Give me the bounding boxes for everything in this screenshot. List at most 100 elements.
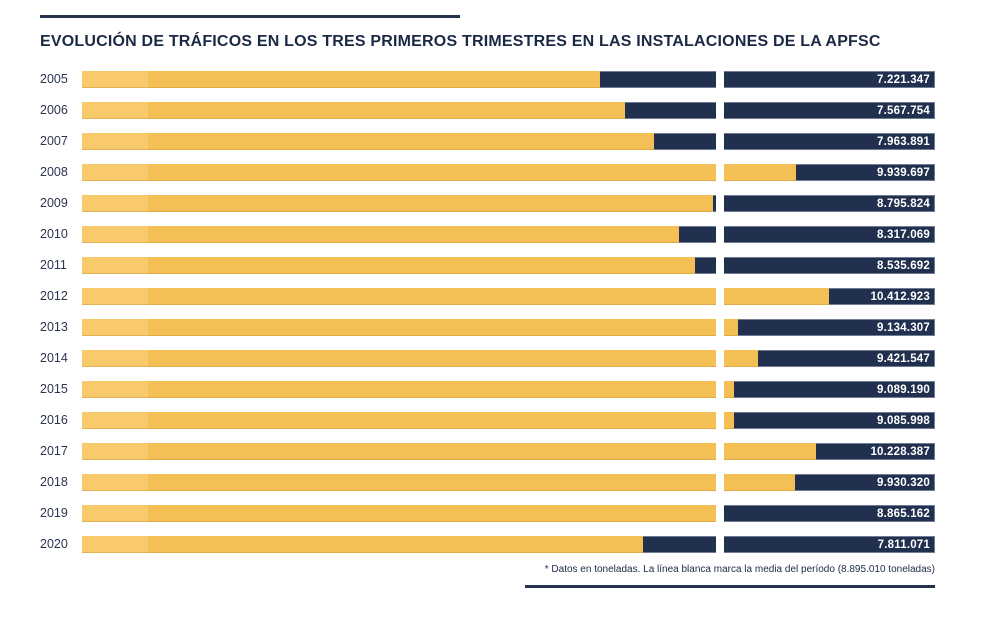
traffic-bar [82,195,714,212]
value-label: 9.421.547 [877,352,930,365]
traffic-bar [82,443,817,460]
year-label: 2020 [40,537,68,551]
bar-track: 9.930.320 [82,473,935,492]
bar-row: 2006 7.567.754 [40,101,935,120]
mean-line-marker [716,194,725,213]
bar-track: 9.421.547 [82,349,935,368]
bar-track: 8.865.162 [82,504,935,523]
value-label: 9.134.307 [877,321,930,334]
value-label: 7.221.347 [877,73,930,86]
bar-track: 10.228.387 [82,442,935,461]
year-label: 2011 [40,258,67,272]
year-label: 2017 [40,444,68,458]
bar-track: 7.221.347 [82,70,935,89]
year-label: 2015 [40,382,68,396]
year-label: 2010 [40,227,68,241]
traffic-bar [82,505,719,522]
traffic-bar [82,350,759,367]
traffic-bar [82,288,830,305]
bar-row: 2007 7.963.891 [40,132,935,151]
bar-track: 7.567.754 [82,101,935,120]
chart-title: EVOLUCIÓN DE TRÁFICOS EN LOS TRES PRIMER… [40,33,881,50]
mean-line-marker [716,380,725,399]
bar-row: 2013 9.134.307 [40,318,935,337]
mean-line-marker [716,411,725,430]
traffic-bar [82,102,626,119]
value-label: 9.930.320 [877,476,930,489]
year-label: 2005 [40,72,68,86]
mean-line-marker [716,349,725,368]
bar-track: 9.939.697 [82,163,935,182]
bar-row: 2010 8.317.069 [40,225,935,244]
bar-track: 9.134.307 [82,318,935,337]
year-label: 2008 [40,165,68,179]
traffic-bar [82,71,601,88]
bar-row: 2009 8.795.824 [40,194,935,213]
bar-row: 2020 7.811.071 [40,535,935,554]
value-label: 9.939.697 [877,166,930,179]
bar-row: 2015 9.089.190 [40,380,935,399]
mean-line-marker [716,504,725,523]
value-label: 7.963.891 [877,135,930,148]
year-label: 2014 [40,351,68,365]
value-label: 10.412.923 [870,290,930,303]
mean-line-marker [716,442,725,461]
bar-track: 8.795.824 [82,194,935,213]
traffic-bar [82,412,735,429]
traffic-bar [82,319,738,336]
year-label: 2012 [40,289,68,303]
traffic-bar [82,133,654,150]
mean-line-marker [716,535,725,554]
bar-row: 2019 8.865.162 [40,504,935,523]
value-label: 9.085.998 [877,414,930,427]
bar-row: 2016 9.085.998 [40,411,935,430]
mean-line-marker [716,473,725,492]
bar-row: 2018 9.930.320 [40,473,935,492]
value-label: 8.535.692 [877,259,930,272]
footer-rule [525,585,935,588]
value-label: 8.317.069 [877,228,930,241]
bar-track: 8.317.069 [82,225,935,244]
traffic-bar [82,164,796,181]
bar-chart: 2005 7.221.347 2006 7.567.754 2007 7.963.891 2… [40,70,935,567]
bar-track: 8.535.692 [82,256,935,275]
mean-line-marker [716,225,725,244]
traffic-bar [82,226,679,243]
footnote: * Datos en toneladas. La línea blanca ma… [544,564,935,575]
bar-track: 9.085.998 [82,411,935,430]
bar-row: 2017 10.228.387 [40,442,935,461]
mean-line-marker [716,318,725,337]
value-label: 10.228.387 [870,445,930,458]
mean-line-marker [716,256,725,275]
mean-line-marker [716,101,725,120]
bar-row: 2005 7.221.347 [40,70,935,89]
year-label: 2019 [40,506,68,520]
header-rule [40,15,460,18]
value-label: 7.567.754 [877,104,930,117]
value-label: 9.089.190 [877,383,930,396]
mean-line-marker [716,163,725,182]
bar-track: 7.811.071 [82,535,935,554]
year-label: 2009 [40,196,68,210]
mean-line-marker [716,132,725,151]
bar-row: 2012 10.412.923 [40,287,935,306]
bar-row: 2011 8.535.692 [40,256,935,275]
bar-track: 7.963.891 [82,132,935,151]
year-label: 2013 [40,320,68,334]
traffic-bar [82,381,735,398]
traffic-bar [82,257,695,274]
mean-line-marker [716,70,725,89]
bar-row: 2014 9.421.547 [40,349,935,368]
bar-row: 2008 9.939.697 [40,163,935,182]
value-label: 8.865.162 [877,507,930,520]
year-label: 2016 [40,413,68,427]
value-label: 8.795.824 [877,197,930,210]
bar-track: 9.089.190 [82,380,935,399]
traffic-bar [82,536,643,553]
value-label: 7.811.071 [877,538,930,551]
year-label: 2018 [40,475,68,489]
year-label: 2007 [40,134,68,148]
traffic-bar [82,474,795,491]
bar-track: 10.412.923 [82,287,935,306]
year-label: 2006 [40,103,68,117]
